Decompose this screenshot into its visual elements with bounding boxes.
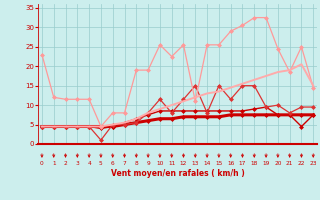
X-axis label: Vent moyen/en rafales ( km/h ): Vent moyen/en rafales ( km/h )	[111, 169, 244, 178]
